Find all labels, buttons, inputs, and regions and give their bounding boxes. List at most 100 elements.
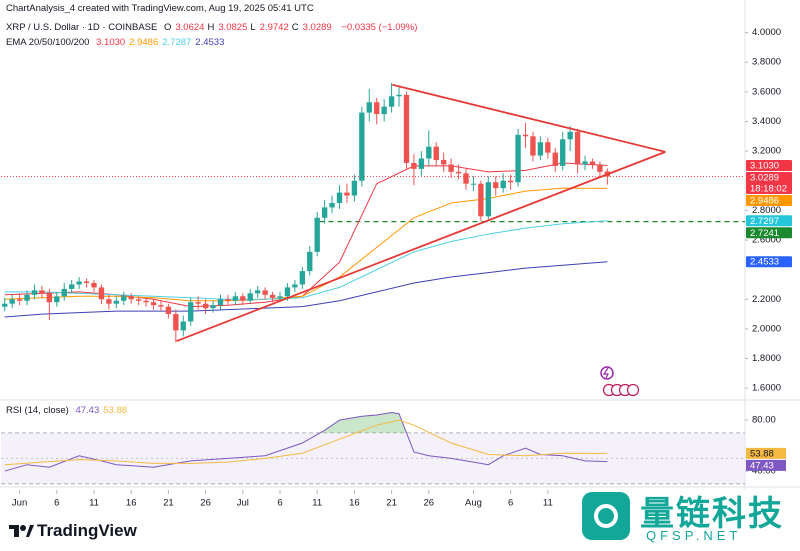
ema-value: 2.4533 xyxy=(195,37,225,48)
candle-body xyxy=(232,296,239,301)
candle-body xyxy=(217,299,224,306)
candle-body xyxy=(530,136,536,156)
rsi-title: RSI (14, close) xyxy=(6,405,69,416)
ema-value: 2.7287 xyxy=(162,37,192,48)
candle-body xyxy=(307,251,313,272)
candle-body xyxy=(195,302,201,304)
x-tick-label: 6 xyxy=(508,498,513,509)
change: −0.0335 (−1.09%) xyxy=(341,22,418,33)
candle-body xyxy=(143,300,149,303)
price-tag-label: 2.7297 xyxy=(750,216,779,227)
rsi-line xyxy=(4,419,608,466)
candle-body xyxy=(299,271,305,285)
candle-body xyxy=(582,161,588,165)
x-tick-label: 11 xyxy=(312,498,322,509)
candle-body xyxy=(262,290,268,295)
price-tag xyxy=(746,159,792,171)
candle-body xyxy=(2,303,8,307)
ohlc-key: C xyxy=(291,22,299,33)
rsi-value: 47.43 xyxy=(75,405,100,416)
candle-body xyxy=(344,192,350,196)
candle-body xyxy=(560,139,566,166)
brand-logo xyxy=(9,525,34,537)
candle-body xyxy=(470,183,477,185)
price-tag xyxy=(746,227,792,239)
ema-legend: EMA 20/50/100/200 3.1030 2.9486 2.7287 2.45… xyxy=(6,37,232,48)
y-tick-label: 2.8000 xyxy=(752,205,781,216)
candle-body xyxy=(240,296,246,301)
candle-body xyxy=(39,290,45,294)
ohlc-value: 3.0624 xyxy=(175,22,205,33)
candle-body xyxy=(507,180,514,183)
watermark-text: 量链科技 xyxy=(640,494,784,534)
rsi-tag xyxy=(746,459,786,471)
candle-body xyxy=(210,305,216,309)
candle-body xyxy=(574,131,581,165)
candle-body xyxy=(426,146,432,159)
price-tag xyxy=(746,194,792,206)
x-tick-label: 21 xyxy=(163,498,174,509)
candle-body xyxy=(597,164,603,172)
candle-body xyxy=(321,207,328,218)
candle-body xyxy=(180,321,186,331)
candle-body xyxy=(545,142,551,153)
candle-body xyxy=(537,142,544,156)
ohlc-value: 3.0289 xyxy=(302,22,332,33)
rsi-overbought-fill xyxy=(320,412,407,433)
candle-body xyxy=(165,306,172,315)
candle-body xyxy=(478,183,484,217)
candle-body xyxy=(567,131,573,140)
candle-body xyxy=(135,299,142,301)
price-tag-label: 2.9486 xyxy=(750,195,779,206)
event-icons xyxy=(600,366,640,397)
price-tag-label: 2.7241 xyxy=(750,228,779,239)
candle-body xyxy=(9,299,15,304)
ohlc-legend: O 3.0624 H 3.0825 L 2.9742 C 3.0289 xyxy=(164,22,335,33)
candle-body xyxy=(336,192,343,203)
y-tick-label: 3.2000 xyxy=(752,146,781,157)
candle-body xyxy=(173,314,179,331)
symbol-line: XRP / U.S. Dollar · 1D · COINBASE O 3.062… xyxy=(6,22,421,33)
ohlc-value: 2.9742 xyxy=(259,22,289,33)
symbol: XRP / U.S. Dollar · 1D · COINBASE xyxy=(6,22,158,33)
candle-body xyxy=(411,162,417,169)
candle-body xyxy=(31,290,38,295)
candle-body xyxy=(485,182,491,217)
candle-body xyxy=(374,102,380,115)
candle-body xyxy=(522,134,529,137)
x-tick-label: 11 xyxy=(543,498,553,509)
ohlc-value: 3.0825 xyxy=(218,22,248,33)
ohlc-key: L xyxy=(250,22,256,33)
x-tick-label: Jun xyxy=(12,498,27,509)
rsi-tag-label: 47.43 xyxy=(750,460,774,471)
y-tick-label: 2.6000 xyxy=(752,235,781,246)
candle-body xyxy=(83,281,90,283)
y-tick-label: 1.8000 xyxy=(752,353,781,364)
candle-body xyxy=(500,180,506,189)
ema-value: 3.1030 xyxy=(96,37,126,48)
candle-body xyxy=(493,182,499,189)
y-tick-label: 3.6000 xyxy=(752,86,781,97)
candle-body xyxy=(448,164,454,172)
ema-values: 3.1030 2.9486 2.7287 2.4533 xyxy=(96,37,228,48)
ohlc-key: H xyxy=(207,22,215,33)
ema-line xyxy=(4,220,608,300)
candle-body xyxy=(329,202,335,208)
candle-body xyxy=(46,293,53,303)
x-tick-label: 11 xyxy=(89,498,99,509)
rsi-legend: RSI (14, close) 47.43 53.88 xyxy=(6,405,135,416)
y-tick-label: 4.0000 xyxy=(752,27,781,38)
brand: TradingView xyxy=(8,521,137,541)
candle-body xyxy=(433,146,439,160)
x-tick-label: 6 xyxy=(54,498,59,509)
candle-body xyxy=(150,302,157,306)
price-tag xyxy=(746,256,792,268)
candle-body xyxy=(314,217,320,252)
x-tick-label: 16 xyxy=(126,498,137,509)
ema-title: EMA 20/50/100/200 xyxy=(6,37,90,48)
candle-body xyxy=(16,299,23,301)
candle-body xyxy=(202,303,209,309)
price-tag-label: 3.1030 xyxy=(750,160,779,171)
